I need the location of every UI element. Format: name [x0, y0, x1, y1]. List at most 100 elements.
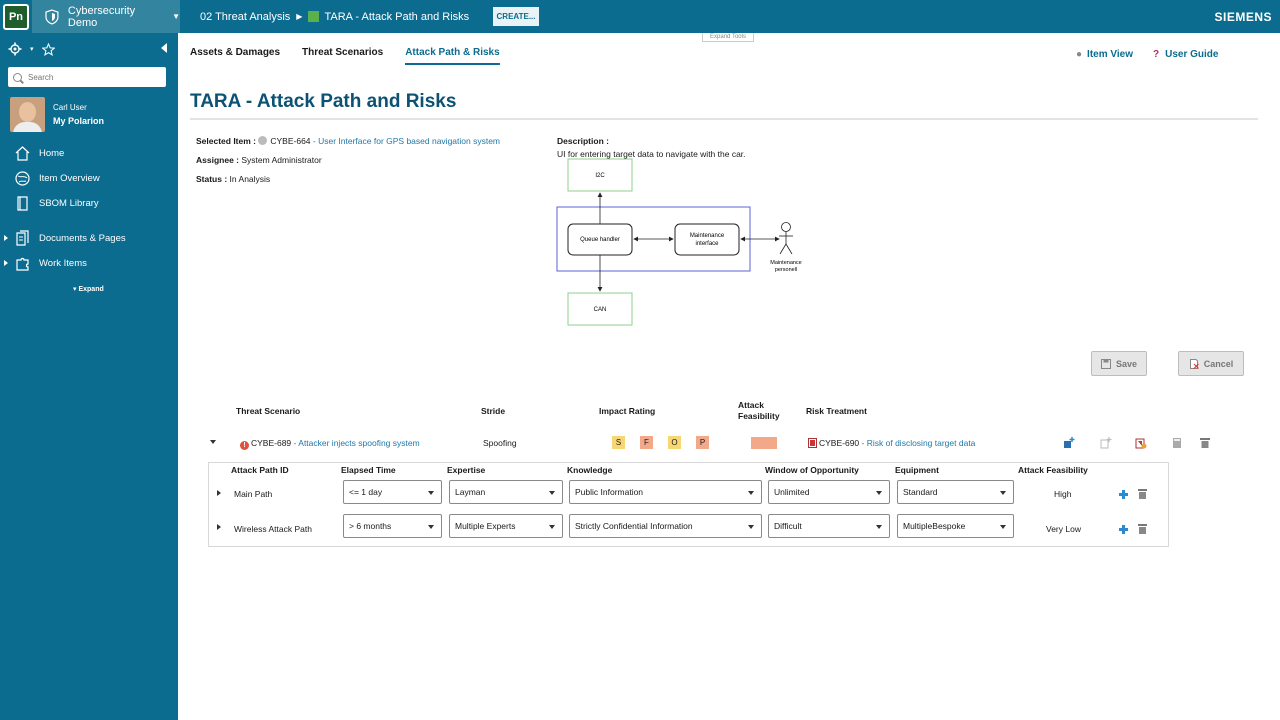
- gear-icon[interactable]: [8, 42, 22, 56]
- expand-tools-button[interactable]: Expand Tools: [702, 33, 754, 42]
- tab-attack-path-risks[interactable]: Attack Path & Risks: [405, 47, 500, 65]
- sidebar-item-overview[interactable]: Item Overview: [0, 166, 178, 191]
- col-risk-treatment: Risk Treatment: [806, 406, 867, 416]
- risk-treatment-icon[interactable]: [1135, 437, 1147, 449]
- expand-arrow-icon[interactable]: [4, 235, 8, 241]
- sidebar-item-work-items[interactable]: Work Items: [0, 251, 178, 276]
- sidebar: ▾ Carl User My Polarion Home Item Overvi…: [0, 33, 178, 720]
- tab-threat-scenarios[interactable]: Threat Scenarios: [302, 47, 384, 58]
- maintenance-interface-label-1: Maintenance: [690, 233, 725, 239]
- expand-sidebar-button[interactable]: ▾ Expand: [73, 286, 104, 293]
- collapse-sidebar-icon[interactable]: [161, 43, 167, 53]
- add-document-icon[interactable]: [1100, 437, 1112, 449]
- window-select[interactable]: Unlimited: [768, 480, 890, 504]
- sidebar-nav: Home Item Overview SBOM Library Document…: [0, 141, 178, 276]
- cancel-label: Cancel: [1203, 358, 1234, 369]
- cancel-button[interactable]: Cancel: [1178, 351, 1244, 376]
- avatar[interactable]: [10, 97, 45, 132]
- expertise-select[interactable]: Layman: [449, 480, 563, 504]
- trash-icon[interactable]: [1138, 489, 1147, 499]
- add-path-icon[interactable]: [1119, 490, 1128, 499]
- user-name: Carl User: [53, 103, 87, 112]
- selected-item-link[interactable]: - User Interface for GPS based navigatio…: [312, 136, 501, 146]
- collapse-row-icon[interactable]: [210, 440, 216, 444]
- question-icon: ?: [1153, 49, 1160, 60]
- knowledge-select[interactable]: Public Information: [569, 480, 762, 504]
- tab-bar: Assets & Damages Threat Scenarios Attack…: [190, 47, 500, 65]
- star-icon[interactable]: [41, 42, 55, 56]
- equipment-select[interactable]: MultipleBespoke: [897, 514, 1014, 538]
- breadcrumb-space[interactable]: 02 Threat Analysis: [200, 10, 291, 23]
- search-box[interactable]: [8, 67, 166, 87]
- elapsed-time-select[interactable]: <= 1 day: [343, 480, 442, 504]
- col-elapsed-time: Elapsed Time: [341, 465, 396, 475]
- trash-icon[interactable]: [1138, 524, 1147, 534]
- assignee-row: Assignee : System Administrator: [196, 155, 322, 165]
- siemens-logo: SIEMENS: [1214, 10, 1272, 24]
- elapsed-time-select[interactable]: > 6 months: [343, 514, 442, 538]
- knowledge-select[interactable]: Strictly Confidential Information: [569, 514, 762, 538]
- search-input[interactable]: [28, 72, 158, 82]
- assignee-value: System Administrator: [241, 155, 322, 165]
- sidebar-item-label: Home: [39, 148, 65, 159]
- can-label: CAN: [594, 307, 607, 313]
- add-risk-icon[interactable]: [1063, 437, 1075, 449]
- polarion-logo[interactable]: Pn: [3, 3, 29, 30]
- my-polarion-link[interactable]: My Polarion: [53, 116, 105, 126]
- calculator-icon[interactable]: [1171, 437, 1183, 449]
- home-icon: [15, 146, 30, 161]
- item-view-label: Item View: [1087, 49, 1133, 60]
- add-path-icon[interactable]: [1119, 525, 1128, 534]
- title-divider: [190, 118, 1258, 120]
- col-expertise: Expertise: [447, 465, 486, 475]
- puzzle-icon: [16, 257, 29, 271]
- create-button[interactable]: CREATE...: [493, 7, 539, 26]
- maintenance-interface-label-2: interface: [695, 241, 719, 247]
- assignee-label: Assignee :: [196, 155, 239, 165]
- col-equipment: Equipment: [895, 465, 939, 475]
- col-stride: Stride: [481, 406, 506, 416]
- description-text: UI for entering target data to navigate …: [557, 149, 746, 159]
- window-select[interactable]: Difficult: [768, 514, 890, 538]
- col-threat-scenario: Threat Scenario: [236, 406, 301, 416]
- project-selector[interactable]: Cybersecurity Demo ▼: [32, 0, 180, 33]
- selected-item-label: Selected Item :: [196, 136, 256, 146]
- treatment-link[interactable]: - Risk of disclosing target data: [861, 438, 976, 448]
- expand-path-icon[interactable]: [217, 524, 221, 530]
- item-view-link[interactable]: ● Item View: [1076, 49, 1133, 60]
- trash-icon[interactable]: [1199, 437, 1211, 449]
- expand-path-icon[interactable]: [217, 490, 221, 496]
- impact-privacy-badge: P: [696, 436, 709, 449]
- col-impact-rating: Impact Rating: [599, 406, 656, 416]
- gear-menu-caret-icon[interactable]: ▾: [30, 46, 34, 53]
- equipment-select[interactable]: Standard: [897, 480, 1014, 504]
- architecture-diagram: I2C Queue handler Maintenance interface …: [556, 158, 802, 326]
- risk-treatment-cell: CYBE-690 - Risk of disclosing target dat…: [808, 438, 975, 448]
- description-label: Description :: [557, 136, 609, 146]
- sidebar-item-home[interactable]: Home: [0, 141, 178, 166]
- selected-item-id: CYBE-664: [270, 136, 311, 146]
- breadcrumb-document[interactable]: TARA - Attack Path and Risks: [324, 10, 470, 23]
- expertise-select[interactable]: Multiple Experts: [449, 514, 563, 538]
- threat-id: CYBE-689: [251, 438, 292, 448]
- queue-handler-label: Queue handler: [580, 237, 620, 243]
- sidebar-item-documents[interactable]: Documents & Pages: [0, 226, 178, 251]
- tab-assets-damages[interactable]: Assets & Damages: [190, 47, 281, 58]
- user-guide-link[interactable]: ? User Guide: [1153, 49, 1218, 60]
- can-node: [567, 292, 633, 326]
- treatment-id: CYBE-690: [819, 438, 860, 448]
- globe-icon: [15, 171, 30, 186]
- threat-link[interactable]: - Attacker injects spoofing system: [293, 438, 420, 448]
- expand-arrow-icon[interactable]: [4, 260, 8, 266]
- chevron-down-icon: ▼: [172, 12, 180, 21]
- expand-label: Expand: [78, 286, 104, 293]
- chevron-right-icon: ▶: [296, 12, 303, 21]
- status-row: Status : In Analysis: [196, 174, 270, 184]
- i2c-node: [567, 158, 633, 192]
- floppy-icon: [1100, 358, 1111, 369]
- actor-label-1: Maintenance: [770, 260, 802, 266]
- sidebar-item-sbom[interactable]: SBOM Library: [0, 191, 178, 216]
- save-button[interactable]: Save: [1091, 351, 1147, 376]
- attack-feasibility-indicator: [751, 437, 777, 449]
- document-icon: [308, 11, 320, 22]
